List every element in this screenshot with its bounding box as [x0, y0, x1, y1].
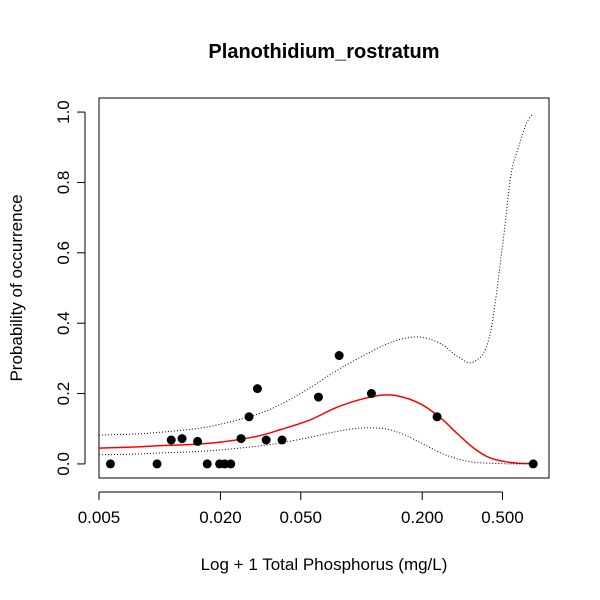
data-point: [105, 459, 115, 469]
x-tick-label: 0.500: [481, 508, 524, 527]
data-point: [244, 412, 254, 422]
lower-bound-line: [98, 427, 534, 465]
data-point: [152, 459, 162, 469]
chart-title: Planothidium_rostratum: [208, 41, 439, 63]
x-axis: 0.005 0.020 0.050 0.200 0.500: [78, 491, 524, 527]
data-point: [177, 434, 187, 444]
data-point: [366, 389, 376, 399]
x-tick-label: 0.050: [279, 508, 322, 527]
fitted-line: [98, 394, 534, 465]
y-tick-label: 1.0: [54, 100, 73, 124]
data-point: [252, 384, 262, 394]
data-point: [166, 435, 176, 445]
fitted-curves: [98, 113, 534, 465]
y-axis-label: Probability of occurrence: [7, 194, 26, 381]
data-point: [236, 434, 246, 444]
upper-bound-line: [98, 113, 534, 436]
x-tick-label: 0.020: [199, 508, 242, 527]
data-points: [105, 351, 538, 469]
data-point: [193, 436, 203, 446]
data-point: [313, 392, 323, 402]
data-point: [202, 459, 212, 469]
y-tick-label: 0.8: [54, 171, 73, 195]
y-tick-label: 0.6: [54, 241, 73, 265]
data-point: [277, 435, 287, 445]
plot-frame: [98, 97, 550, 479]
data-point: [334, 351, 344, 361]
data-point: [528, 459, 538, 469]
data-point: [261, 435, 271, 445]
data-point: [432, 412, 442, 422]
x-axis-label: Log + 1 Total Phosphorus (mg/L): [201, 555, 448, 574]
x-tick-label: 0.200: [401, 508, 444, 527]
x-tick-label: 0.005: [78, 508, 121, 527]
y-tick-label: 0.2: [54, 382, 73, 406]
y-tick-label: 0.4: [54, 311, 73, 335]
data-point: [226, 459, 236, 469]
y-axis: 0.0 0.2 0.4 0.6 0.8 1.0: [54, 100, 86, 476]
y-tick-label: 0.0: [54, 452, 73, 476]
